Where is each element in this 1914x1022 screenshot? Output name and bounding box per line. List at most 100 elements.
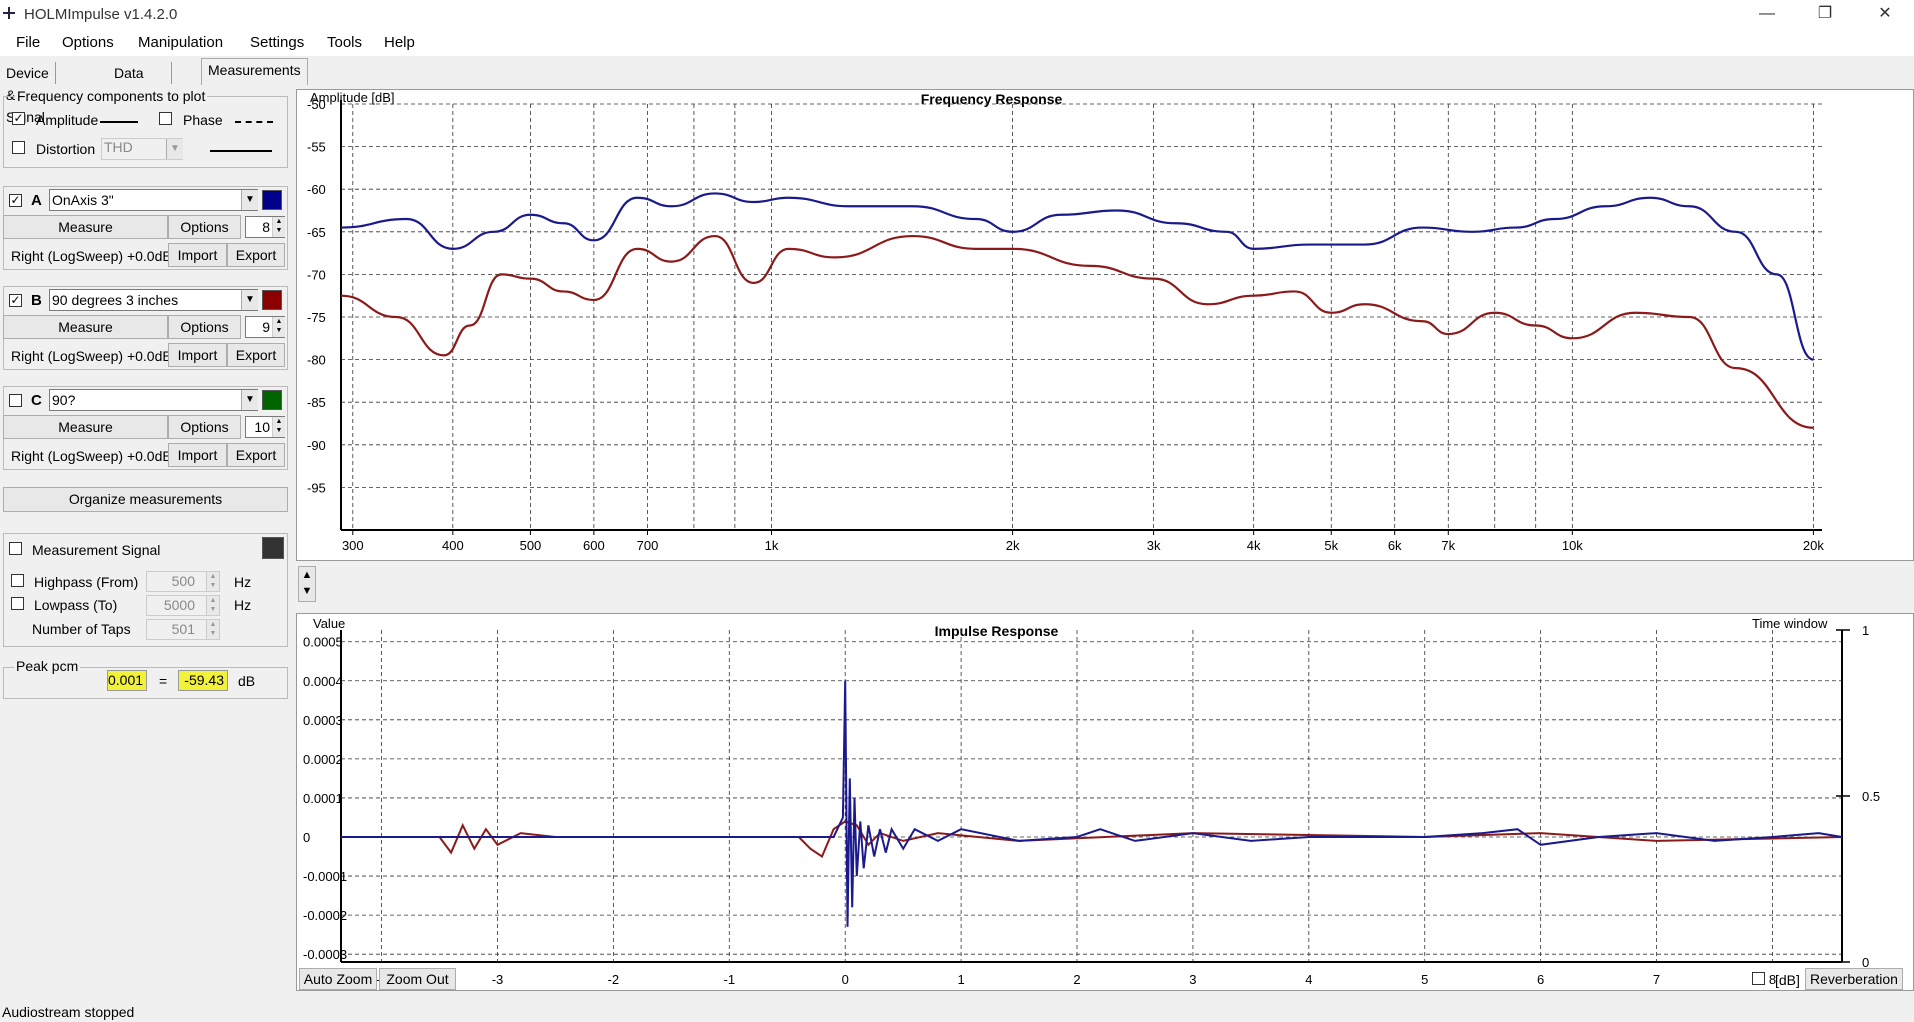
reverberation-button[interactable]: Reverberation <box>1805 968 1903 990</box>
tab-device-signal[interactable]: Device & Signal <box>0 62 56 125</box>
highpass-checkbox[interactable] <box>11 574 24 587</box>
measurement-a-export-button[interactable]: Export <box>227 243 285 267</box>
menu-tools[interactable]: Tools <box>327 34 363 51</box>
y-axis-label: Amplitude [dB] <box>310 90 395 105</box>
measurement-signal-label: Measurement Signal <box>32 542 161 558</box>
lowpass-unit: Hz <box>234 597 252 613</box>
measurement-b-import-button[interactable]: Import <box>168 343 227 367</box>
lowpass-checkbox[interactable] <box>11 597 24 610</box>
distortion-select[interactable]: THD <box>101 138 183 160</box>
measurement-c-export-button[interactable]: Export <box>227 443 285 467</box>
x-tick-label: 500 <box>520 538 542 553</box>
measurement-b-letter: B <box>31 292 42 309</box>
lowpass-input[interactable]: 5000 <box>146 595 220 616</box>
peak-pcm-value: 0.001 <box>107 670 147 691</box>
y-tick-label: 0 <box>303 830 310 845</box>
splitter-arrows-icon[interactable]: ▲ ▼ <box>298 566 316 602</box>
measurement-a-name[interactable]: OnAxis 3" <box>49 189 258 211</box>
measurement-a-color-swatch[interactable] <box>262 190 282 210</box>
highpass-label: Highpass (From) <box>34 574 139 590</box>
measurement-signal-group <box>3 533 288 647</box>
measurement-a-import-button[interactable]: Import <box>168 243 227 267</box>
spinner-arrows-icon[interactable]: ▲ ▼ <box>272 417 285 437</box>
restore-icon[interactable]: ❐ <box>1817 5 1833 22</box>
phase-checkbox[interactable] <box>159 112 172 125</box>
y-tick-label: -60 <box>307 182 326 197</box>
db-checkbox-label: [dB] <box>1775 972 1800 988</box>
tab-measurements[interactable]: Measurements <box>201 58 308 85</box>
menu-file[interactable]: File <box>16 34 41 51</box>
x-tick-label: -3 <box>492 972 504 987</box>
menu-manipulation[interactable]: Manipulation <box>138 34 224 51</box>
measurement-b-checkbox[interactable]: ✓ <box>9 293 22 307</box>
x-tick-label: 6k <box>1388 538 1402 553</box>
y-tick-label: 0.0003 <box>303 713 343 728</box>
measurement-b-name[interactable]: 90 degrees 3 inches <box>49 289 258 311</box>
distortion-select-value: THD <box>104 139 133 155</box>
close-icon[interactable]: ✕ <box>1878 5 1892 22</box>
distortion-checkbox[interactable] <box>12 141 25 154</box>
measurement-c-options-button[interactable]: Options <box>168 415 241 439</box>
spinner-arrows-icon[interactable]: ▲ ▼ <box>272 317 285 337</box>
measurement-c-measure-button[interactable]: Measure <box>3 415 168 439</box>
series-line-b <box>341 820 1843 859</box>
measurement-c-letter: C <box>31 392 42 409</box>
measurement-signal-checkbox[interactable] <box>9 542 22 555</box>
x-tick-label: 5k <box>1324 538 1338 553</box>
auto-zoom-button[interactable]: Auto Zoom <box>299 968 377 990</box>
spinner-arrows-icon[interactable]: ▲ ▼ <box>206 572 219 591</box>
measurement-c-color-swatch[interactable] <box>262 390 282 410</box>
chevron-down-icon[interactable]: ▼ <box>241 190 258 210</box>
db-checkbox[interactable] <box>1752 972 1765 985</box>
spinner-arrows-icon[interactable]: ▲ ▼ <box>272 217 285 237</box>
measurement-a-measure-button[interactable]: Measure <box>3 215 168 239</box>
spinner-arrows-icon[interactable]: ▲ ▼ <box>206 620 219 639</box>
measurement-c-checkbox[interactable] <box>9 394 22 407</box>
measurement-b-color-swatch[interactable] <box>262 290 282 310</box>
measurement-a-letter: A <box>31 192 42 209</box>
chevron-down-icon[interactable]: ▼ <box>241 390 258 410</box>
organize-measurements-button[interactable]: Organize measurements <box>3 487 288 512</box>
y-tick-label: -55 <box>307 140 326 155</box>
measurement-a-channel: Right (LogSweep) +0.0dB <box>11 248 172 264</box>
measurement-a-checkbox[interactable]: ✓ <box>9 193 22 207</box>
frequency-response-chart[interactable]: Amplitude [dB] Frequency Response -50 -55 -6… <box>297 90 1913 577</box>
x-tick-label: 4 <box>1305 972 1312 987</box>
menu-settings[interactable]: Settings <box>250 34 305 51</box>
x-tick-label: 400 <box>442 538 464 553</box>
y-tick-label: -0.0002 <box>303 908 347 923</box>
highpass-input[interactable]: 500 <box>146 571 220 592</box>
y-tick-label: 0.0004 <box>303 674 343 689</box>
phase-line-style <box>235 121 273 123</box>
measurement-c-name[interactable]: 90? <box>49 389 258 411</box>
measurement-b-measure-button[interactable]: Measure <box>3 315 168 339</box>
y-tick-label: -80 <box>307 353 326 368</box>
chevron-down-icon[interactable]: ▼ <box>241 290 258 310</box>
number-of-taps-label: Number of Taps <box>32 621 131 637</box>
measurement-a-name-value: OnAxis 3" <box>52 192 114 208</box>
x-tick-label: 10k <box>1562 538 1583 553</box>
lowpass-value: 5000 <box>163 597 195 613</box>
spinner-arrows-icon[interactable]: ▲ ▼ <box>206 596 219 615</box>
measurement-b-options-button[interactable]: Options <box>168 315 241 339</box>
y-tick-label: 0.0001 <box>303 791 343 806</box>
lowpass-label: Lowpass (To) <box>34 597 118 613</box>
number-of-taps-input[interactable]: 501 <box>146 619 220 640</box>
minimize-icon[interactable]: — <box>1759 5 1775 22</box>
series-line-a <box>340 192 1814 361</box>
x-tick-label: 2k <box>1006 538 1020 553</box>
menu-help[interactable]: Help <box>384 34 415 51</box>
measurement-b-export-button[interactable]: Export <box>227 343 285 367</box>
measurement-a-options-button[interactable]: Options <box>168 215 241 239</box>
measurement-c-import-button[interactable]: Import <box>168 443 227 467</box>
menu-options[interactable]: Options <box>62 34 114 51</box>
tab-data-analysis[interactable]: Data analysis <box>108 62 172 103</box>
highpass-value: 500 <box>171 573 195 589</box>
measurement-signal-color-swatch[interactable] <box>262 537 284 559</box>
x-tick-label: 4k <box>1247 538 1261 553</box>
zoom-out-button[interactable]: Zoom Out <box>379 968 456 990</box>
chevron-down-icon[interactable]: ▼ <box>166 139 183 159</box>
amplitude-checkbox[interactable]: ✓ <box>12 111 25 125</box>
x-tick-label: 5 <box>1421 972 1428 987</box>
